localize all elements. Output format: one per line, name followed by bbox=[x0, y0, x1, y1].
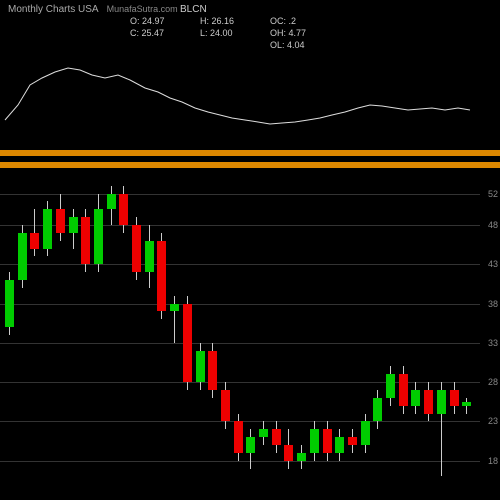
ohlc-stats: O: 24.97 H: 26.16 OC: .2 C: 25.47 L: 24.… bbox=[130, 16, 320, 50]
candle-body bbox=[56, 209, 65, 233]
stat-oh: OH: 4.77 bbox=[270, 28, 320, 38]
indicator-line bbox=[5, 68, 470, 124]
candle-body bbox=[437, 390, 446, 414]
candle-body bbox=[196, 351, 205, 382]
candle-body bbox=[81, 217, 90, 264]
indicator-panel bbox=[0, 50, 480, 140]
candle-body bbox=[323, 429, 332, 453]
candle-body bbox=[284, 445, 293, 461]
stat-high: H: 26.16 bbox=[200, 16, 260, 26]
y-axis-label: 28 bbox=[488, 377, 498, 387]
candle-body bbox=[411, 390, 420, 406]
candle-body bbox=[297, 453, 306, 461]
candle-body bbox=[208, 351, 217, 390]
candle-body bbox=[450, 390, 459, 406]
y-axis-label: 48 bbox=[488, 220, 498, 230]
candle-body bbox=[399, 374, 408, 405]
candle-body bbox=[310, 429, 319, 453]
stat-close: C: 25.47 bbox=[130, 28, 190, 38]
candle-body bbox=[361, 421, 370, 445]
chart-subtitle: MunafaSutra.com bbox=[107, 4, 178, 15]
candle-body bbox=[373, 398, 382, 422]
y-axis-label: 23 bbox=[488, 416, 498, 426]
candle-body bbox=[94, 209, 103, 264]
candle-body bbox=[5, 280, 14, 327]
candle-body bbox=[246, 437, 255, 453]
candle-body bbox=[386, 374, 395, 398]
candle-body bbox=[132, 225, 141, 272]
candle-body bbox=[30, 233, 39, 249]
candle-body bbox=[234, 421, 243, 452]
separator-band bbox=[0, 150, 500, 168]
candle-body bbox=[348, 437, 357, 445]
candle-body bbox=[119, 194, 128, 225]
y-axis-label: 18 bbox=[488, 456, 498, 466]
candle-body bbox=[145, 241, 154, 272]
candle-body bbox=[259, 429, 268, 437]
candle-body bbox=[335, 437, 344, 453]
stat-ol: OL: 4.04 bbox=[270, 40, 320, 50]
candle-body bbox=[43, 209, 52, 248]
chart-header: Monthly Charts USA MunafaSutra.com bbox=[8, 4, 492, 15]
candle-body bbox=[107, 194, 116, 210]
candle-body bbox=[221, 390, 230, 421]
stat-oc: OC: .2 bbox=[270, 16, 320, 26]
candle-body bbox=[462, 402, 471, 406]
candle-body bbox=[424, 390, 433, 414]
y-axis-label: 43 bbox=[488, 259, 498, 269]
candle-body bbox=[69, 217, 78, 233]
candle-body bbox=[157, 241, 166, 312]
candle-body bbox=[272, 429, 281, 445]
stat-open: O: 24.97 bbox=[130, 16, 190, 26]
y-axis-label: 38 bbox=[488, 299, 498, 309]
y-axis-label: 52 bbox=[488, 189, 498, 199]
candlestick-container bbox=[5, 170, 475, 500]
candle-body bbox=[183, 304, 192, 383]
candle-body bbox=[18, 233, 27, 280]
ticker-symbol: BLCN bbox=[180, 4, 207, 15]
y-axis-label: 33 bbox=[488, 338, 498, 348]
candle-body bbox=[170, 304, 179, 312]
stat-low: L: 24.00 bbox=[200, 28, 260, 38]
chart-title: Monthly Charts USA bbox=[8, 4, 99, 15]
